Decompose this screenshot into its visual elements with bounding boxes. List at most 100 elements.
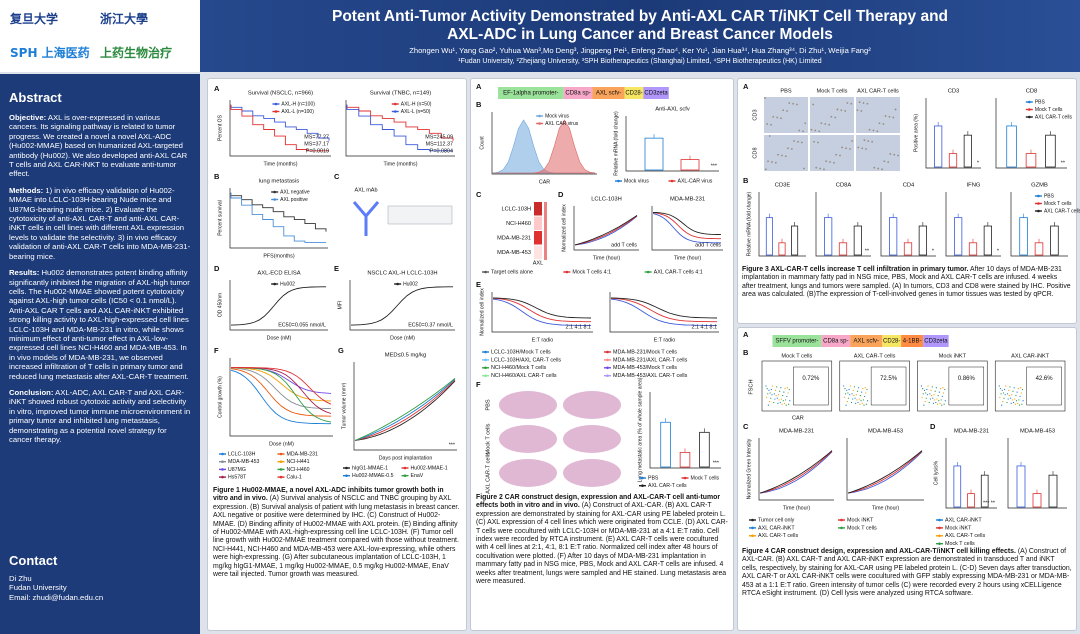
legend-marker (484, 374, 487, 378)
legend-marker (840, 518, 843, 522)
stain (810, 128, 813, 131)
event (844, 393, 847, 395)
chart-title: MDA-MB-231 (779, 429, 814, 435)
y-axis-label: Control growth (%) (217, 376, 223, 418)
bar-shape (699, 431, 710, 468)
axes (229, 100, 331, 157)
legend-marker (403, 474, 407, 478)
event (1003, 397, 1005, 399)
event (942, 387, 944, 389)
stain (845, 147, 847, 150)
lung-section (563, 391, 621, 419)
stain (814, 129, 817, 132)
contact-line: Di Zhu (9, 573, 32, 583)
event (863, 404, 865, 406)
panel-letter: A (476, 82, 482, 91)
y-axis-label: Percent survival (217, 200, 223, 236)
event (779, 390, 781, 392)
legend-marker (1037, 209, 1040, 213)
legend-label: MDA-MB-231/AXL CAR-T cells (613, 357, 688, 363)
event (848, 388, 850, 391)
chart-title: AXL-ECD ELISA (257, 271, 300, 277)
curve (574, 215, 638, 246)
event (1010, 402, 1012, 404)
axes (1010, 192, 1068, 257)
event (944, 400, 946, 402)
stain (840, 109, 843, 112)
stain (830, 115, 833, 118)
stain (894, 108, 897, 111)
micrograph (764, 97, 808, 133)
stain (828, 123, 831, 126)
x-axis-label: Time (hour) (593, 255, 620, 261)
x-axis-label: Dose (nM) (269, 441, 294, 447)
panel-letter: E (476, 280, 481, 289)
event (861, 391, 863, 393)
legend-label: MDA-MB-231 (287, 451, 319, 457)
stain (867, 140, 870, 142)
stain (797, 140, 799, 143)
stain (770, 123, 772, 126)
gate-percent: 0.72% (802, 376, 820, 382)
stain (767, 160, 769, 163)
legend-marker (641, 484, 644, 488)
event (933, 399, 936, 401)
annotation: ** (865, 248, 870, 254)
event (935, 401, 937, 404)
bar-shape (644, 137, 664, 171)
stain (857, 146, 860, 149)
section-label: Methods: (9, 185, 44, 195)
event (777, 394, 780, 396)
sidebar: Abstract Objective: AXL is over-expresse… (0, 74, 200, 634)
stain (786, 110, 788, 112)
construct-segment (772, 335, 822, 347)
row-label: Mock T cells (485, 423, 491, 454)
event (775, 394, 777, 397)
legend-marker (840, 526, 843, 530)
logo: 复旦大学 (10, 12, 59, 26)
curve (759, 450, 833, 494)
stain (772, 115, 775, 118)
legend-label: hIgG1-MMAE-1 (352, 465, 388, 471)
annotation: MS=112.37 (426, 141, 453, 147)
event (862, 399, 864, 401)
event (855, 402, 857, 404)
legend-label: LCLC-103H (228, 451, 256, 457)
event (852, 389, 854, 391)
legend-marker (938, 534, 941, 538)
event (843, 385, 845, 387)
annotation: EC50=0.055 nmol/L (278, 322, 326, 328)
event (782, 394, 784, 397)
stain (862, 102, 865, 104)
annotation: add T cells (695, 242, 721, 248)
event (999, 388, 1002, 390)
event (782, 400, 784, 402)
lung-section (499, 425, 557, 453)
axes (349, 280, 455, 331)
curve (652, 211, 722, 236)
event (1020, 392, 1022, 394)
event (866, 400, 869, 402)
antibody (352, 201, 380, 236)
construct-segment (901, 335, 924, 347)
event (785, 399, 787, 401)
construct-segment (850, 335, 883, 347)
stain (836, 108, 839, 111)
stain (892, 116, 895, 119)
legend-marker (1037, 194, 1040, 198)
stain (796, 103, 798, 106)
y-axis-label: Normalized Green Intensity (746, 438, 752, 499)
chart-title: Anti-AXL scfv (655, 107, 690, 113)
segment-label: 4-1BB- (903, 339, 922, 345)
stain (856, 109, 859, 112)
legend-marker (1028, 108, 1031, 111)
annotation: *** (711, 163, 718, 169)
event (860, 400, 862, 402)
stain (884, 115, 887, 117)
event (784, 388, 786, 390)
chart-title: NSCLC AXL-H LCLC-103H (367, 271, 437, 277)
panel-letter: F (214, 346, 219, 355)
event (788, 388, 790, 391)
